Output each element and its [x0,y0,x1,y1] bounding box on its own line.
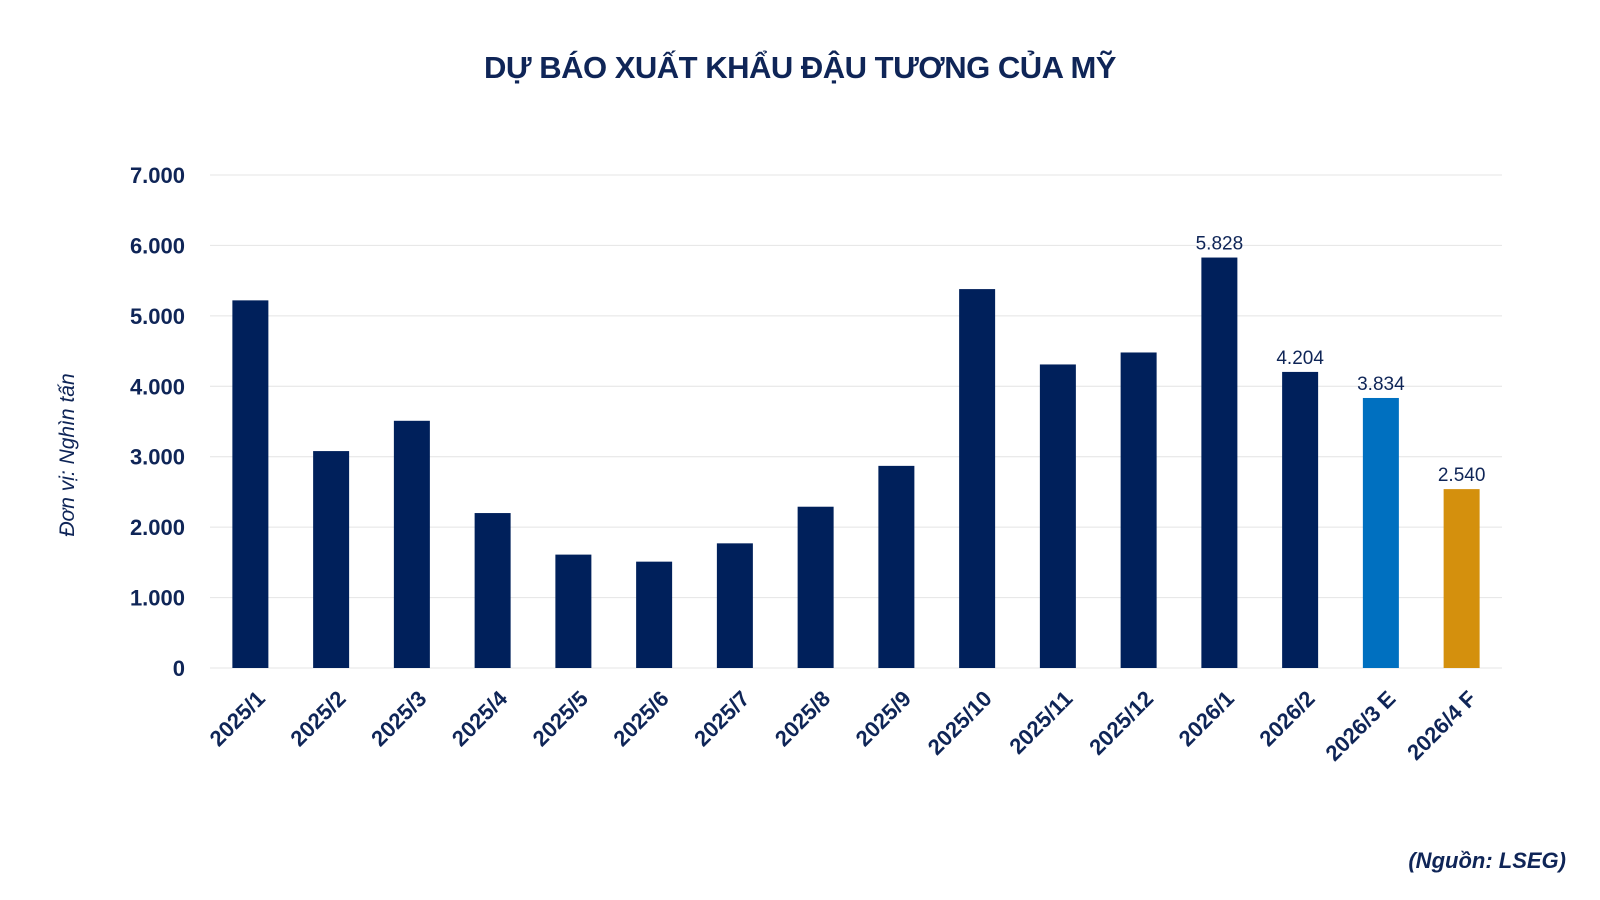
bar [232,300,269,668]
bar [555,554,592,668]
source-note: (Nguồn: LSEG) [1408,848,1566,873]
bar [1120,352,1157,668]
bar [1282,371,1319,668]
y-axis-label: Đơn vị: Nghìn tấn [56,373,79,536]
x-tick-label: 2025/8 [770,686,835,751]
data-label: 3.834 [1357,374,1405,395]
bar [313,451,350,668]
bar [1443,489,1480,668]
x-tick-label: 2025/10 [923,686,997,760]
bar [1039,364,1076,668]
y-tick-label: 0 [173,656,185,681]
bar [878,465,915,668]
data-label: 4.204 [1276,348,1324,369]
chart-title: DỰ BÁO XUẤT KHẨU ĐẬU TƯƠNG CỦA MỸ [484,50,1117,85]
bar [1201,257,1238,668]
x-axis-ticks: 2025/1 2025/2 2025/3 2025/4 2025/5 2025/6 2025… [205,685,1482,765]
bar [474,513,511,668]
bar [636,561,673,668]
x-tick-label: 2025/1 [205,686,270,751]
x-tick-label: 2025/9 [851,686,916,751]
x-tick-label: 2026/4 F [1402,686,1481,765]
x-tick-label: 2025/6 [608,686,673,751]
y-tick-label: 5.000 [130,304,185,329]
x-tick-label: 2025/12 [1084,686,1158,760]
y-tick-label: 7.000 [130,163,185,188]
data-label: 5.828 [1196,234,1244,255]
x-tick-label: 2025/7 [689,686,754,751]
y-tick-label: 4.000 [130,374,185,399]
y-tick-label: 1.000 [130,586,185,611]
y-axis-ticks: 0 1.000 2.000 3.000 4.000 5.000 6.000 7.000 [130,163,185,681]
x-tick-label: 2025/4 [447,685,513,751]
bars [232,257,1480,668]
bar [1362,397,1399,668]
x-tick-label: 2025/3 [366,686,431,751]
bar [959,289,996,668]
bar [797,506,834,668]
x-tick-label: 2025/5 [528,686,593,751]
y-tick-label: 6.000 [130,233,185,258]
data-labels: 5.828 4.204 3.834 2.540 [1196,234,1486,487]
bar [716,543,753,668]
x-tick-label: 2025/11 [1004,686,1077,759]
x-tick-label: 2025/2 [285,686,350,751]
y-tick-label: 2.000 [130,515,185,540]
y-tick-label: 3.000 [130,445,185,470]
data-label: 2.540 [1438,465,1486,486]
bar [393,420,430,668]
x-tick-label: 2026/1 [1174,686,1239,751]
x-tick-label: 2026/3 E [1320,686,1400,766]
x-tick-label: 2026/2 [1254,686,1319,751]
